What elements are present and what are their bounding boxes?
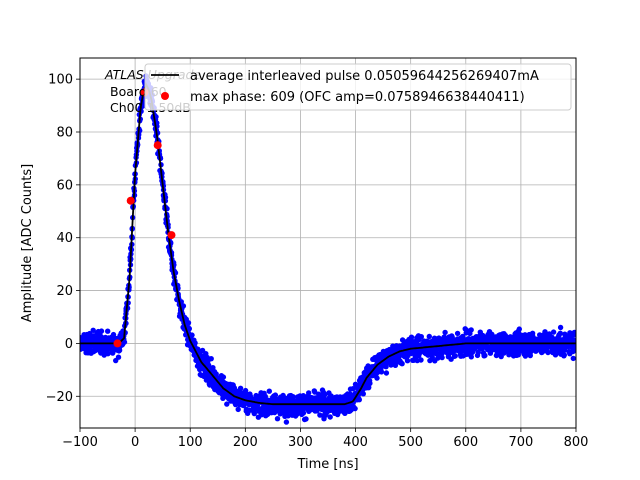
scatter-point [205,362,212,368]
scatter-point [572,346,576,352]
plot-frame [79,57,577,429]
scatter-point [98,328,105,334]
scatter-point [274,416,281,422]
x-tick-label: −100 [62,435,98,450]
x-tick-label: 700 [508,435,533,450]
legend: average interleaved pulse 0.050596442562… [144,63,572,111]
scatter-point [192,340,198,346]
scatter-point [121,339,128,345]
x-tick-label: 200 [233,435,258,450]
scatter-point [360,391,366,397]
legend-point-swatch [161,92,169,100]
scatter-point [442,329,448,336]
x-tick-label: 500 [398,435,423,450]
x-axis-label: Time [ns] [296,457,358,472]
scatter-point [180,303,187,309]
y-tick-label: 60 [56,178,73,193]
x-tick-label: 400 [343,435,368,450]
scatter-point [350,386,356,392]
scatter-point [570,355,576,362]
legend-label-max-phase: max phase: 609 (OFC amp=0.07589466384404… [190,90,525,105]
x-tick-label: 100 [178,435,203,450]
scatter-point [529,330,536,336]
scatter-point [550,329,557,335]
average-line-series [80,82,576,406]
scatter-point [482,352,488,359]
scatter-point [251,410,257,417]
scatter-point [327,414,333,420]
max-phase-point [113,339,122,348]
average-pulse-line [80,82,576,406]
scatter-point [468,354,474,360]
scatter-point [283,419,290,425]
scatter-point [285,413,291,419]
y-tick-label: 20 [56,284,73,299]
scatter-point [208,356,214,362]
legend-frame [144,63,572,111]
scatter-point [441,334,447,340]
max-phase-point [167,231,176,240]
scatter-point [452,353,458,359]
scatter-point [105,328,111,334]
scatter-point [404,358,411,364]
scatter-point [356,397,362,403]
x-axis-ticks: −100 0 100 200 300 400 500 600 700 800 [62,428,588,450]
scatter-point [418,334,424,340]
scatter-point [374,375,380,381]
scatter-point [516,326,522,332]
scatter-point [189,332,195,338]
x-tick-label: 600 [453,435,478,450]
y-axis-ticks: −20 0 20 40 60 80 100 [46,73,80,405]
scatter-point [557,324,564,331]
scatter-point [90,327,96,333]
scatter-point [272,392,279,398]
y-tick-label: 80 [56,126,73,141]
scatter-point [110,350,116,356]
max-phase-point [126,196,135,205]
scatter-point [399,361,405,367]
scatter-point [383,364,389,370]
y-tick-label: 40 [56,231,73,246]
y-tick-label: 100 [48,73,73,88]
scatter-point [454,330,461,337]
scatter-point [378,369,385,375]
scatter-point [352,405,358,412]
scatter-point [383,370,390,376]
x-tick-label: 800 [564,435,589,450]
scatter-point [266,388,272,394]
scatter-point [185,320,192,326]
scatter-point [105,351,111,357]
scatter-point [571,329,576,336]
scatter-point [418,357,424,363]
scatter-point [306,390,312,396]
scatter-point [258,412,264,418]
scatter-point [115,354,122,360]
scatter-point [426,333,432,340]
y-tick-label: 0 [65,337,73,352]
scatter-point [237,385,244,391]
scatter-point [224,401,230,407]
scatter-point [408,334,415,340]
scatter-point [439,354,445,361]
x-tick-label: 300 [288,435,313,450]
y-tick-label: −20 [46,390,73,405]
scatter-point [300,410,307,416]
scatter-point [468,327,474,333]
legend-label-average: average interleaved pulse 0.050596442562… [190,69,539,84]
scatter-point [557,330,563,336]
scatter-point [399,337,406,343]
scatter-point [235,406,241,413]
scatter-point [367,380,373,386]
scatter-point [303,416,309,422]
scatter-point [561,353,567,359]
y-axis-label: Amplitude [ADC Counts] [20,164,35,322]
scatter-point [220,374,227,380]
scatter-point [475,349,481,355]
scatter-point [186,326,192,332]
max-phase-point [153,141,162,150]
x-tick-label: 0 [131,435,139,450]
